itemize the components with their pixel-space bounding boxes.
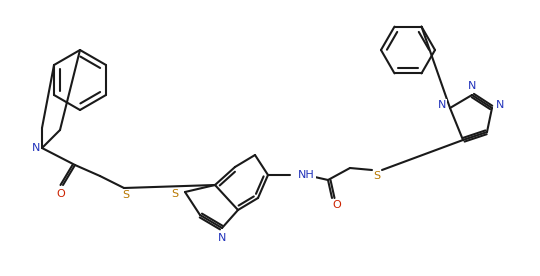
Text: S: S xyxy=(374,171,381,181)
Text: NH: NH xyxy=(298,170,315,180)
Text: O: O xyxy=(57,189,65,199)
Text: N: N xyxy=(468,81,476,91)
Text: N: N xyxy=(218,233,226,243)
Text: N: N xyxy=(438,100,446,110)
Text: O: O xyxy=(333,200,341,210)
Text: S: S xyxy=(171,189,179,199)
Text: S: S xyxy=(123,190,130,200)
Text: N: N xyxy=(32,143,40,153)
Text: N: N xyxy=(496,100,504,110)
